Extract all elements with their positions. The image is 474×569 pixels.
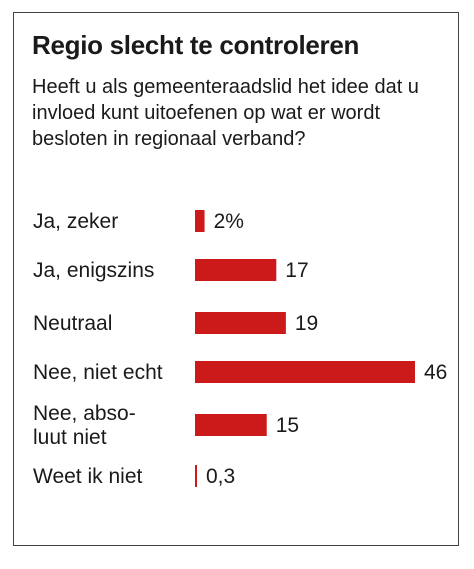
chart-title: Regio slecht te controleren bbox=[32, 30, 360, 60]
value-label: 17 bbox=[285, 259, 308, 282]
bar bbox=[195, 259, 277, 281]
chart-frame bbox=[13, 12, 459, 546]
chart-subtitle: Heeft u als gemeenteraadslid het idee da… bbox=[32, 76, 419, 150]
category-label: Weet ik niet bbox=[33, 465, 142, 488]
bar bbox=[195, 312, 286, 334]
bar bbox=[195, 361, 415, 383]
value-label: 0,3 bbox=[206, 465, 235, 488]
category-label: Ja, zeker bbox=[33, 210, 118, 233]
bar bbox=[195, 465, 197, 487]
category-label: Nee, abso-luut niet bbox=[33, 402, 136, 449]
category-label: Neutraal bbox=[33, 312, 112, 335]
bar bbox=[195, 414, 267, 436]
value-label: 19 bbox=[295, 312, 318, 335]
category-label: Ja, enigszins bbox=[33, 259, 154, 282]
bar bbox=[195, 210, 205, 232]
value-label: 2% bbox=[214, 210, 244, 233]
value-label: 46 bbox=[424, 361, 447, 384]
value-label: 15 bbox=[276, 414, 299, 437]
category-label: Nee, niet echt bbox=[33, 361, 163, 384]
